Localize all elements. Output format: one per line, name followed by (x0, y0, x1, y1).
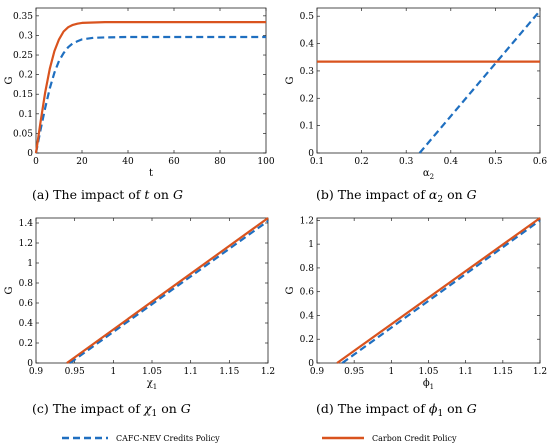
series-carbon-credit-d (336, 217, 541, 364)
x-tick-label-b: 0.1 (310, 157, 324, 167)
y-tick-label-a: 0.1 (19, 110, 33, 120)
legend-label-carbon: Carbon Credit Policy (372, 434, 457, 443)
y-tick-label-b: 0.5 (300, 12, 315, 22)
y-axis-label-d: G (285, 287, 296, 295)
plot-frame-a (35, 7, 267, 154)
y-tick-label-d: 0.2 (300, 335, 314, 345)
y-tick-label-c: 0.2 (19, 339, 33, 349)
y-tick-label-d: 0.8 (300, 264, 315, 274)
y-tick-label-a: 0.2 (19, 71, 33, 81)
x-axis-label-d: ϕ1 (423, 378, 434, 391)
y-tick-label-b: 0 (308, 149, 314, 159)
x-tick-label-d: 0.9 (310, 367, 325, 377)
x-axis-label-b: α2 (423, 168, 434, 181)
y-tick-label-a: 0.25 (13, 51, 33, 61)
x-axis-label-c: χ1 (147, 378, 158, 391)
x-tick-label-d: 0.95 (344, 367, 364, 377)
x-tick-label-b: 0.5 (488, 157, 503, 167)
x-tick-label-a: 40 (122, 157, 134, 167)
x-tick-label-b: 0.3 (399, 157, 414, 167)
x-tick-label-c: 0.95 (65, 367, 85, 377)
y-tick-label-c: 0 (27, 359, 33, 369)
y-tick-label-d: 1 (308, 240, 314, 250)
series-cafc-nev-d (341, 219, 541, 364)
y-tick-label-a: 0 (27, 149, 33, 159)
caption-d: (d) The impact of ϕ1 on G (316, 401, 477, 419)
x-tick-label-b: 0.6 (533, 157, 548, 167)
series-cafc-nev-c (69, 220, 269, 364)
plot-frame-b (316, 7, 541, 154)
x-tick-label-d: 1.15 (493, 367, 513, 377)
x-tick-label-c: 1.2 (261, 367, 275, 377)
x-tick-label-c: 0.9 (29, 367, 44, 377)
series-carbon-credit-c (66, 217, 269, 364)
x-tick-label-d: 1 (388, 367, 394, 377)
y-tick-label-b: 0.1 (300, 122, 314, 132)
y-tick-label-c: 1.2 (19, 239, 33, 249)
y-tick-label-c: 0.4 (19, 319, 34, 329)
x-tick-label-a: 0 (33, 157, 39, 167)
x-tick-label-d: 1.2 (533, 367, 547, 377)
panel-a-impact-of-t: 0 20 40 60 80 100 0 0.05 0.1 0.15 0.2 0.25 0.3 0.35 t G (4, 7, 275, 179)
x-tick-label-d: 1.1 (459, 367, 473, 377)
y-axis-label-c: G (4, 287, 15, 295)
x-axis-label-a: t (149, 168, 153, 179)
x-tick-label-b: 0.2 (354, 157, 368, 167)
caption-c: (c) The impact of χ1 on G (32, 401, 191, 419)
y-tick-label-a: 0.05 (13, 129, 33, 139)
x-tick-label-c: 1.05 (142, 367, 162, 377)
y-tick-label-d: 1.2 (300, 216, 314, 226)
legend: CAFC-NEV Credits Policy Carbon Credit Po… (62, 434, 457, 443)
y-tick-label-b: 0.3 (300, 67, 315, 77)
y-tick-label-b: 0.2 (300, 94, 314, 104)
series-carbon-credit-a (34, 21, 266, 154)
y-tick-label-a: 0.3 (19, 31, 34, 41)
y-tick-label-d: 0.6 (300, 288, 315, 298)
y-tick-label-c: 0.6 (19, 299, 34, 309)
x-tick-label-a: 100 (257, 157, 274, 167)
y-tick-label-d: 0.4 (300, 311, 315, 321)
series-cafc-nev-a (34, 35, 266, 154)
legend-label-cafc: CAFC-NEV Credits Policy (116, 434, 220, 443)
x-tick-label-a: 20 (76, 157, 88, 167)
x-tick-label-c: 1.1 (184, 367, 198, 377)
x-tick-label-a: 60 (168, 157, 180, 167)
series-cafc-nev-b (418, 9, 541, 154)
x-tick-label-c: 1 (110, 367, 116, 377)
y-tick-label-d: 0 (308, 359, 314, 369)
y-axis-label-a: G (4, 77, 15, 85)
caption-b: (b) The impact of α2 on G (316, 187, 477, 205)
y-tick-label-c: 0.8 (19, 279, 34, 289)
plot-frame-c (35, 217, 269, 364)
x-tick-label-d: 1.05 (418, 367, 438, 377)
x-tick-label-b: 0.4 (444, 157, 459, 167)
y-tick-label-c: 1.4 (19, 219, 34, 229)
panel-d-impact-of-phi1: 0.9 0.95 1 1.05 1.1 1.15 1.2 0 0.2 0.4 0.6 0.8 1 1.2 ϕ… (285, 216, 547, 391)
plot-frame-d (316, 217, 541, 364)
caption-a: (a) The impact of t on G (32, 187, 183, 202)
y-axis-label-b: G (285, 77, 296, 85)
y-tick-label-b: 0.4 (300, 40, 315, 50)
y-tick-label-c: 1 (27, 259, 33, 269)
x-tick-label-a: 80 (214, 157, 226, 167)
y-tick-label-a: 0.15 (13, 90, 33, 100)
x-tick-label-c: 1.15 (219, 367, 239, 377)
panel-c-impact-of-chi1: 0.9 0.95 1 1.05 1.1 1.15 1.2 0 0.2 0.4 0.6 0.8 1 1.2 1… (4, 217, 275, 391)
y-tick-label-a: 0.35 (13, 12, 33, 22)
